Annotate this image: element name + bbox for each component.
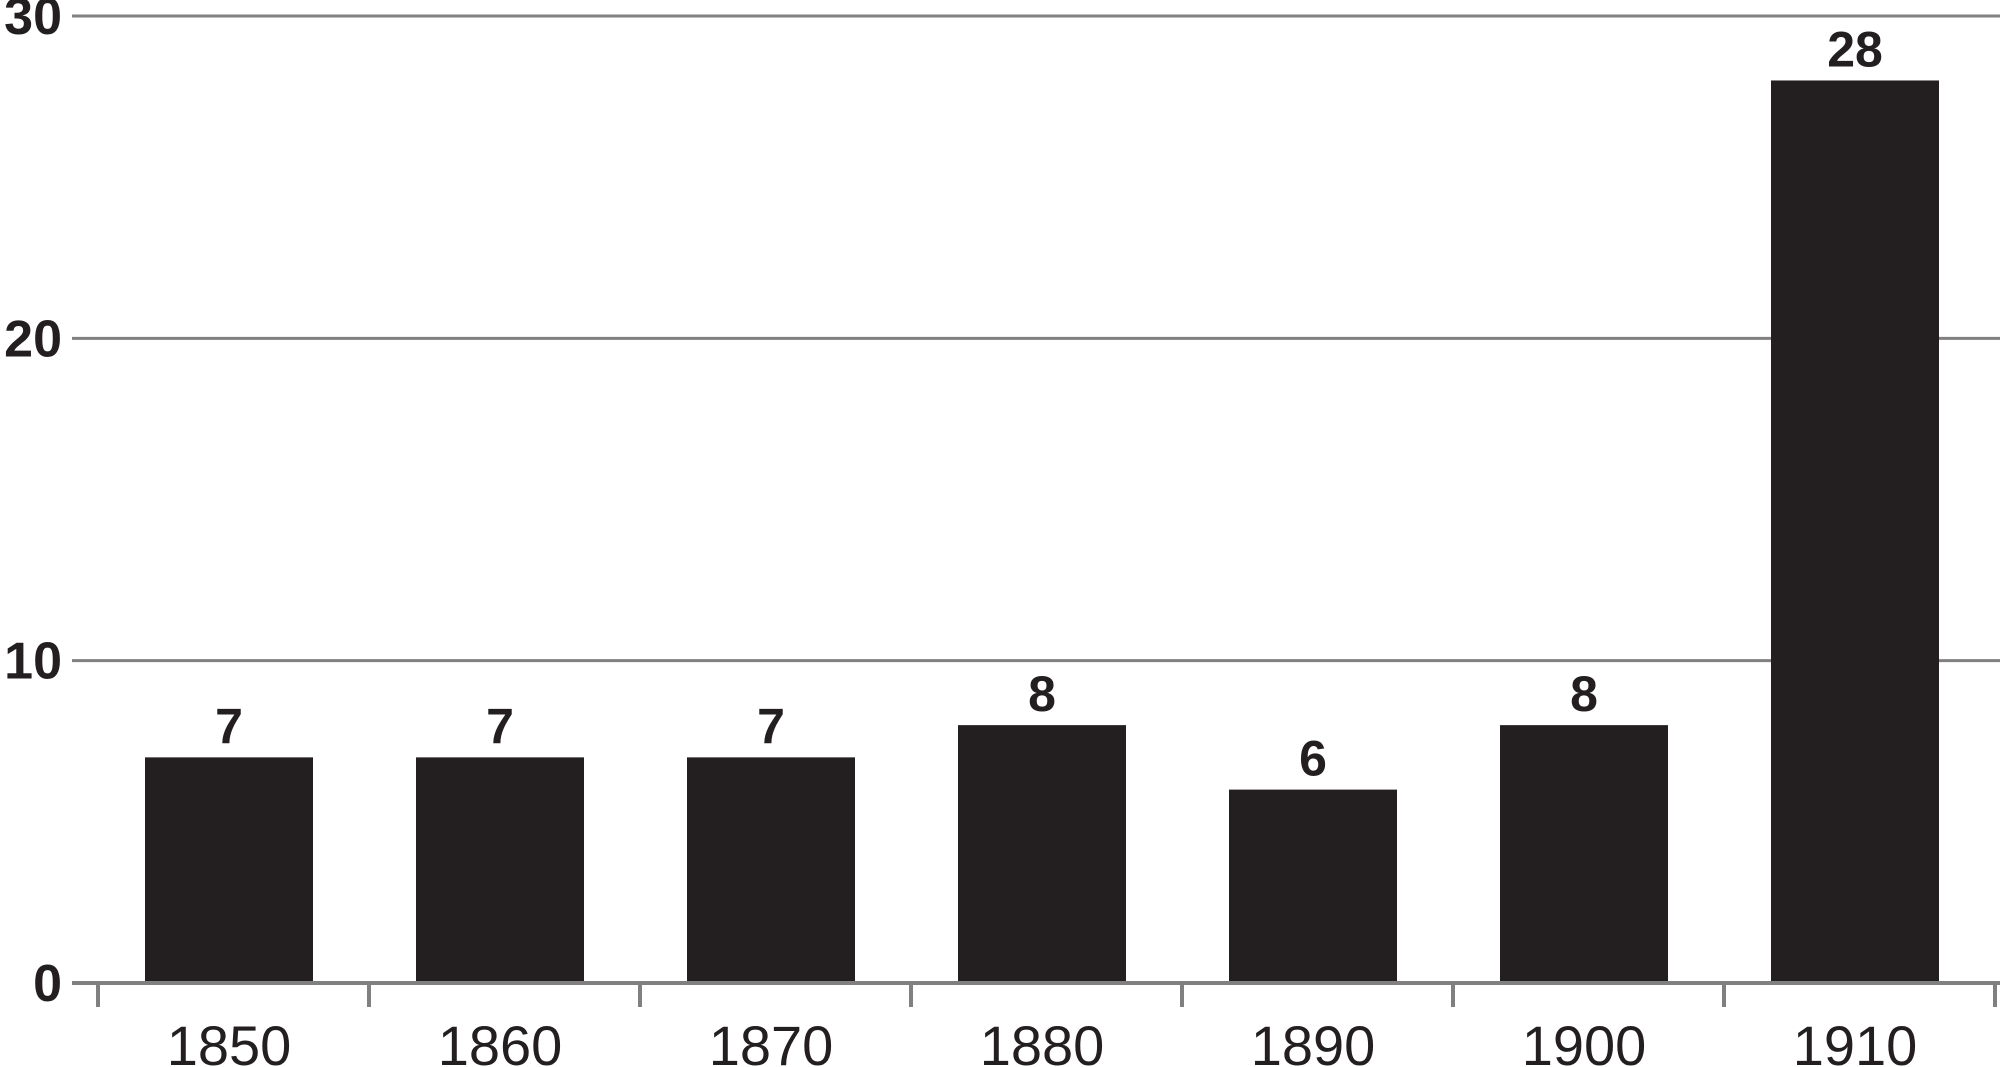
data-label-1860: 7 xyxy=(486,698,514,754)
x-tick-label-1900: 1900 xyxy=(1522,1014,1647,1067)
data-label-1910: 28 xyxy=(1827,21,1883,77)
x-tick-label-1870: 1870 xyxy=(709,1014,834,1067)
gridlines xyxy=(72,14,2000,663)
data-label-1880: 8 xyxy=(1028,666,1056,722)
bar-1870 xyxy=(687,757,855,983)
data-label-1870: 7 xyxy=(757,698,785,754)
x-tick-label-1880: 1880 xyxy=(980,1014,1105,1067)
bar-1890 xyxy=(1229,789,1397,983)
bar-1880 xyxy=(958,725,1126,983)
y-tick-label-10: 10 xyxy=(4,633,62,691)
y-tick-label-0: 0 xyxy=(33,955,62,1013)
bar-1850 xyxy=(145,757,313,983)
data-label-1890: 6 xyxy=(1299,731,1327,787)
x-tick-label-1890: 1890 xyxy=(1251,1014,1376,1067)
bar-1900 xyxy=(1500,725,1668,983)
x-axis: 1850 1860 1870 1880 1890 1900 1910 xyxy=(72,981,2000,1067)
bars: 7 7 7 8 6 8 28 xyxy=(145,21,1939,983)
y-axis-ticks: 0 10 20 30 xyxy=(4,0,62,1013)
y-tick-label-30: 30 xyxy=(4,0,62,46)
bar-1860 xyxy=(416,757,584,983)
data-label-1900: 8 xyxy=(1570,666,1598,722)
x-tick-label-1910: 1910 xyxy=(1793,1014,1918,1067)
data-label-1850: 7 xyxy=(215,698,243,754)
bar-1910 xyxy=(1771,80,1939,983)
x-tick-label-1860: 1860 xyxy=(438,1014,563,1067)
x-tick-label-1850: 1850 xyxy=(167,1014,292,1067)
y-tick-label-20: 20 xyxy=(4,310,62,368)
